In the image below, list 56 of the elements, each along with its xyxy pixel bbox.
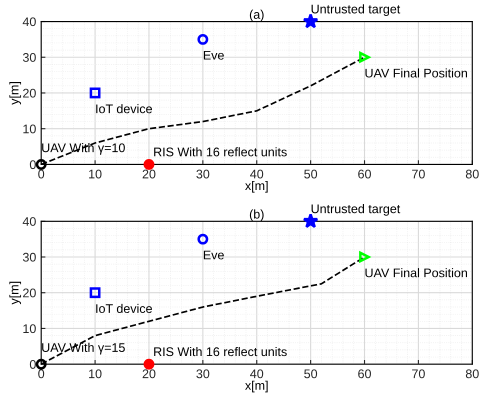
x-axis-title: x[m] xyxy=(245,180,268,193)
x-tick-label: 30 xyxy=(196,170,210,178)
y-tick-label: 30 xyxy=(22,252,36,262)
y-axis-title: y[m] xyxy=(9,282,22,304)
x-tick-label: 40 xyxy=(250,170,264,178)
x-tick-label: 80 xyxy=(466,369,479,378)
x-tick-label: 80 xyxy=(466,170,479,178)
x-tick-label: 20 xyxy=(142,369,156,378)
point xyxy=(90,287,100,298)
annotation: Eve xyxy=(204,50,224,60)
x-tick-label: 60 xyxy=(358,369,371,378)
chart-title: (a) xyxy=(250,10,264,22)
y-tick-label: 0 xyxy=(30,360,36,369)
chart-title: (b) xyxy=(250,209,264,222)
x-tick-label: 60 xyxy=(358,170,371,178)
point xyxy=(359,52,370,63)
x-tick-label: 30 xyxy=(196,369,210,378)
x-tick-label: 50 xyxy=(304,170,318,178)
annotation: UAV Final Position xyxy=(365,268,467,278)
point xyxy=(144,358,154,370)
point xyxy=(197,34,208,45)
x-axis-title: x[m] xyxy=(245,380,268,392)
y-axis-title: y[m] xyxy=(9,82,22,105)
y-tick-label: 40 xyxy=(22,217,36,226)
point xyxy=(36,358,47,370)
x-tick-label: 0 xyxy=(38,369,44,378)
x-tick-label: 40 xyxy=(250,369,264,378)
x-tick-label: 10 xyxy=(89,170,102,178)
y-tick-label: 20 xyxy=(23,88,36,98)
y-tick-label: 20 xyxy=(23,288,36,298)
point xyxy=(302,13,318,28)
point xyxy=(144,159,154,170)
annotation: Eve xyxy=(204,250,224,260)
x-tick-label: 70 xyxy=(412,170,425,178)
x-tick-label: 50 xyxy=(304,369,318,378)
y-tick-label: 0 xyxy=(30,160,36,170)
point xyxy=(36,159,47,170)
annotation: RIS With 16 reflect units xyxy=(154,147,287,156)
point xyxy=(359,252,370,262)
annotation: Untrusted target xyxy=(312,204,400,216)
x-tick-label: 0 xyxy=(38,170,44,178)
y-tick-label: 10 xyxy=(23,124,36,134)
point xyxy=(90,88,100,98)
y-tick-label: 10 xyxy=(23,324,36,334)
y-tick-label: 40 xyxy=(22,17,36,26)
annotation: UAV Final Position xyxy=(365,68,467,78)
annotation: Untrusted target xyxy=(312,4,400,16)
annotation: IoT device xyxy=(96,104,152,114)
point xyxy=(197,234,208,245)
y-tick-label: 30 xyxy=(22,53,36,62)
x-tick-label: 10 xyxy=(89,369,102,378)
x-tick-label: 70 xyxy=(412,369,425,378)
point xyxy=(302,213,318,228)
annotation: IoT device xyxy=(96,304,152,314)
x-tick-label: 20 xyxy=(142,170,156,178)
annotation: RIS With 16 reflect units xyxy=(154,346,287,356)
